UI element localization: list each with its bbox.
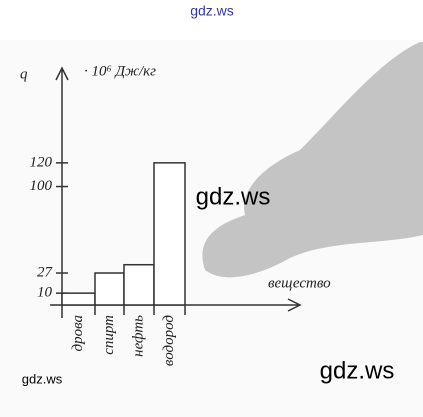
y-axis-unit: · 10⁶ Дж/кг (84, 63, 156, 79)
y-axis-label: q (20, 66, 28, 82)
y-tick-label: 120 (30, 154, 53, 170)
bar (94, 272, 125, 306)
watermark: gdz.ws (320, 357, 395, 384)
shadow-blob (202, 42, 423, 278)
y-axis (55, 66, 69, 318)
x-tick-label: нефть (130, 315, 146, 357)
y-tick-label: 27 (37, 264, 54, 280)
x-tick-label: спирт (101, 315, 117, 355)
x-axis-label: вещество (268, 275, 331, 291)
y-tick-label: 100 (30, 178, 53, 194)
watermark: gdz.ws (22, 371, 63, 386)
bar (153, 162, 186, 306)
watermark: gdz.ws (190, 3, 234, 19)
y-tick-label: 10 (37, 285, 53, 301)
bar (61, 292, 96, 306)
watermark: gdz.ws (196, 183, 271, 210)
x-tick-label: водород (161, 315, 177, 367)
bar (123, 263, 155, 306)
x-tick-label: дрова (70, 315, 86, 352)
